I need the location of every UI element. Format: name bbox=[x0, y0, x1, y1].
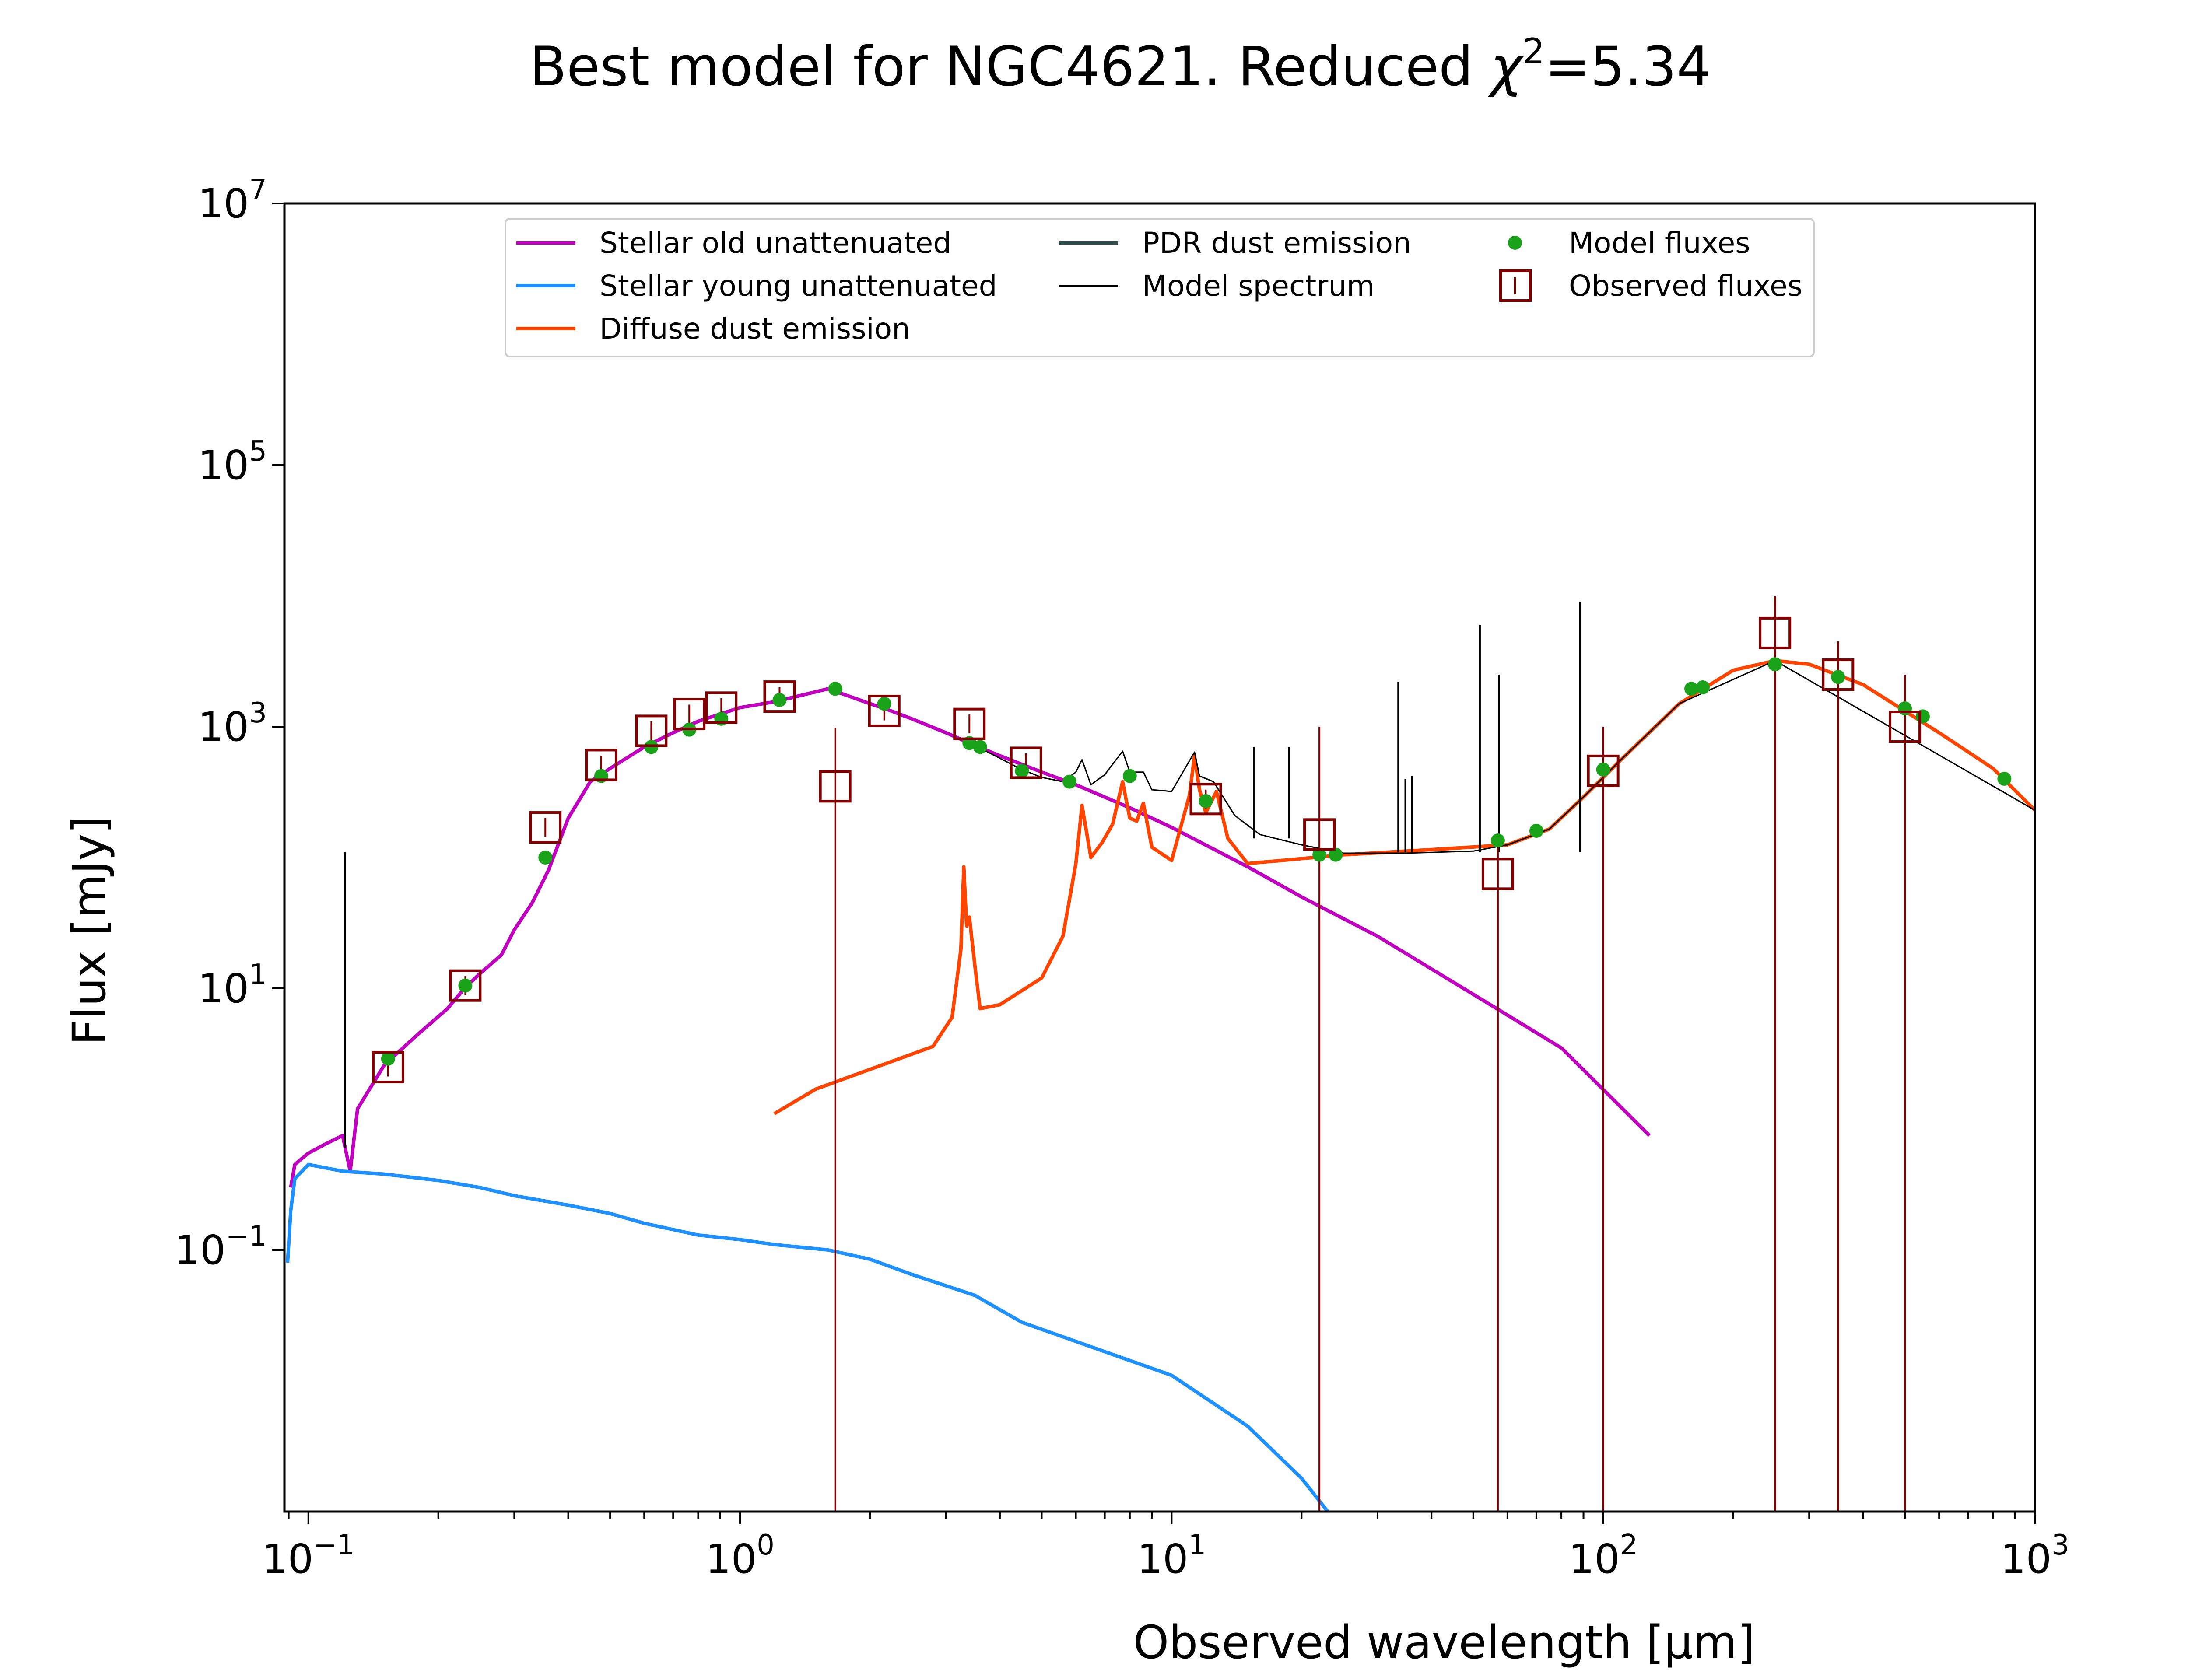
observed-flux-point bbox=[868, 694, 901, 727]
chart-title-tail: =5.34 bbox=[1545, 35, 1711, 98]
x-tick-label: 10−1 bbox=[262, 1529, 354, 1582]
legend-label: Model fluxes bbox=[1569, 226, 1750, 260]
legend-item-model-spectrum: Model spectrum bbox=[1059, 269, 1375, 303]
legend-swatch bbox=[1508, 236, 1522, 250]
model-flux-point bbox=[1831, 670, 1845, 684]
model-flux-point bbox=[1199, 794, 1213, 808]
observed-flux-point bbox=[1759, 616, 1792, 649]
observed-flux-point bbox=[1889, 710, 1922, 743]
model-flux-point bbox=[1596, 763, 1610, 777]
model-flux-point bbox=[1695, 680, 1710, 694]
x-tick-label: 100 bbox=[705, 1529, 775, 1582]
observed-flux-point bbox=[953, 707, 986, 740]
legend-item-observed-fluxes: Observed fluxes bbox=[1499, 269, 1802, 303]
x-axis-label: Observed wavelength [μm] bbox=[1133, 1616, 1755, 1669]
legend-label: PDR dust emission bbox=[1142, 226, 1411, 260]
y-tick-label: 107 bbox=[198, 174, 267, 227]
chart-title-chi: χ bbox=[1488, 35, 1525, 98]
observed-flux-point bbox=[1189, 783, 1222, 816]
model-flux-point bbox=[1684, 682, 1699, 696]
x-tick-label: 103 bbox=[2000, 1529, 2069, 1582]
observed-flux-point bbox=[585, 749, 617, 781]
series-model-spectrum bbox=[975, 660, 2035, 854]
model-flux-point bbox=[1062, 774, 1077, 789]
y-tick-label: 105 bbox=[198, 435, 267, 489]
model-flux-point bbox=[828, 682, 842, 696]
chart-title: Best model for NGC4621. Reduced χ2=5.34 bbox=[529, 31, 1711, 98]
observed-flux-point bbox=[1481, 858, 1514, 890]
chart-title-main: Best model for NGC4621. Reduced bbox=[529, 35, 1490, 98]
observed-flux-point bbox=[372, 1051, 404, 1084]
legend-label: Diffuse dust emission bbox=[600, 312, 910, 346]
y-tick-label: 101 bbox=[198, 959, 267, 1012]
x-tick-label: 101 bbox=[1137, 1529, 1206, 1582]
axis-ticks: 10−1 100 101 102 103 10−1 101 103 105 107 bbox=[175, 174, 2069, 1582]
series-stellar-young bbox=[286, 1162, 1329, 1512]
plot-area bbox=[283, 202, 2036, 1513]
model-flux-point bbox=[1490, 833, 1505, 848]
model-flux-point bbox=[772, 693, 787, 707]
legend-label: Model spectrum bbox=[1142, 269, 1375, 303]
observed-flux-point bbox=[705, 691, 738, 724]
legend-item-stellar-old: Stellar old unattenuated bbox=[516, 226, 951, 260]
model-flux-point bbox=[458, 978, 473, 993]
plot-inner bbox=[286, 596, 2035, 1512]
model-flux-point bbox=[1997, 771, 2012, 786]
model-flux-point bbox=[1312, 847, 1327, 862]
y-axis-label: Flux [mJy] bbox=[63, 816, 116, 1045]
legend-label: Stellar young unattenuated bbox=[600, 269, 997, 303]
observed-flux-point bbox=[529, 811, 562, 844]
observed-flux-point bbox=[635, 714, 668, 747]
observed-flux-point bbox=[763, 680, 796, 713]
legend-item-diffuse-dust: Diffuse dust emission bbox=[516, 312, 910, 346]
model-flux-point bbox=[1768, 657, 1782, 672]
observed-flux-point bbox=[1822, 658, 1855, 691]
observed-flux-point bbox=[1010, 746, 1042, 779]
legend-label: Observed fluxes bbox=[1569, 269, 1802, 303]
model-flux-point bbox=[1015, 763, 1029, 778]
plot-frame bbox=[283, 202, 2036, 1513]
legend-item-pdr-dust: PDR dust emission bbox=[1059, 226, 1411, 260]
observed-flux-point bbox=[449, 969, 482, 1002]
legend-item-stellar-young: Stellar young unattenuated bbox=[516, 269, 997, 303]
model-flux-point bbox=[877, 696, 891, 711]
observed-flux-point bbox=[819, 770, 852, 803]
model-flux-point bbox=[1329, 847, 1343, 862]
model-flux-point bbox=[381, 1051, 395, 1066]
observed-flux-point bbox=[1587, 754, 1620, 787]
model-flux-point bbox=[1898, 701, 1912, 716]
observed-flux-point bbox=[673, 698, 706, 731]
series-diffuse-dust bbox=[773, 659, 2035, 1116]
legend: Stellar old unattenuated Stellar young un… bbox=[505, 218, 1815, 357]
chart-title-chi-sup: 2 bbox=[1522, 31, 1545, 72]
legend-swatch bbox=[1499, 270, 1532, 302]
observed-flux-point bbox=[1303, 818, 1336, 851]
model-flux-point bbox=[538, 850, 553, 864]
legend-label: Stellar old unattenuated bbox=[600, 226, 951, 260]
y-tick-label: 103 bbox=[198, 697, 267, 750]
model-flux-point bbox=[973, 740, 987, 754]
legend-box bbox=[505, 218, 1815, 357]
y-tick-label: 10−1 bbox=[175, 1220, 267, 1274]
x-tick-label: 102 bbox=[1569, 1529, 1638, 1582]
model-flux-point bbox=[1122, 769, 1137, 783]
model-flux-point bbox=[1529, 823, 1543, 838]
legend-item-model-fluxes: Model fluxes bbox=[1508, 226, 1750, 260]
